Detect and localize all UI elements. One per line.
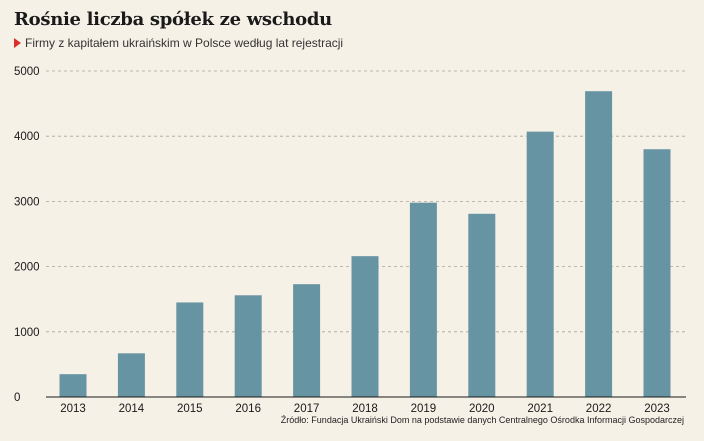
bar-2020 (468, 213, 496, 397)
x-tick-label: 2021 (527, 403, 553, 415)
bar-2015 (176, 302, 204, 397)
bars (59, 91, 671, 398)
chart-subtitle: Firmy z kapitałem ukraińskim w Polsce we… (14, 36, 343, 50)
x-tick-label: 2014 (119, 403, 145, 415)
bar-2019 (409, 202, 437, 397)
y-tick-label: 3000 (14, 196, 40, 208)
x-tick-label: 2022 (586, 403, 612, 415)
bar-2016 (234, 295, 262, 397)
x-tick-label: 2016 (235, 403, 261, 415)
y-tick-label: 5000 (14, 66, 40, 78)
y-tick-label: 1000 (14, 327, 40, 339)
y-tick-label: 2000 (14, 262, 40, 274)
bar-2022 (585, 91, 613, 397)
x-axis-labels: 2013 2014 2015 2016 2017 2018 2019 2020 2021 2022… (60, 403, 670, 415)
x-tick-label: 2015 (177, 403, 203, 415)
bar-2017 (293, 284, 321, 397)
x-tick-label: 2020 (469, 403, 495, 415)
bar-2021 (526, 131, 554, 398)
chart-subtitle-text: Firmy z kapitałem ukraińskim w Polsce we… (25, 36, 344, 50)
y-tick-label: 0 (14, 392, 20, 404)
y-axis-labels: 0 1000 2000 3000 4000 5000 (14, 66, 40, 404)
chart-title: Rośnie liczba spółek ze wschodu (14, 9, 332, 30)
x-tick-label: 2017 (294, 403, 320, 415)
bar-2014 (117, 353, 145, 397)
bar-2013 (59, 374, 87, 397)
triangle-marker-icon (14, 38, 21, 48)
x-tick-label: 2019 (411, 403, 437, 415)
source-note: Źródło: Fundacja Ukraiński Dom na podsta… (280, 415, 684, 425)
x-tick-label: 2018 (352, 403, 378, 415)
x-tick-label: 2013 (60, 403, 86, 415)
bar-2018 (351, 256, 379, 397)
bar-2023 (643, 149, 671, 397)
y-tick-label: 4000 (14, 131, 40, 143)
x-tick-label: 2023 (644, 403, 670, 415)
